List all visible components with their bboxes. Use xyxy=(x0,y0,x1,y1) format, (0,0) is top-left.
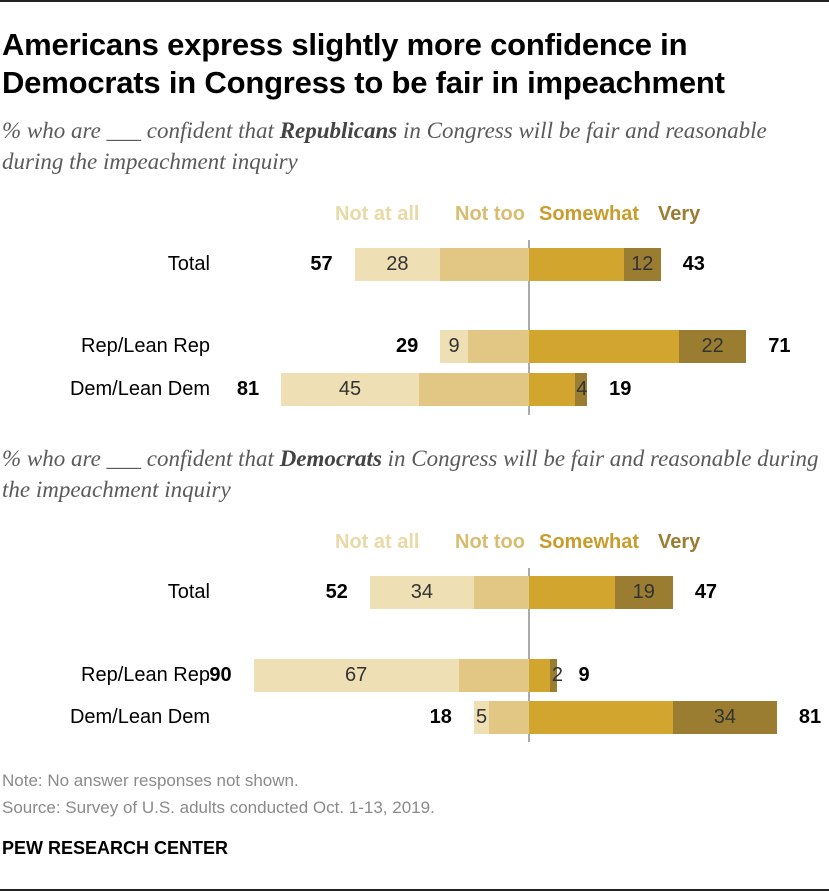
legend-very: Very xyxy=(658,531,701,553)
bar-not-too xyxy=(458,659,529,692)
bar-very xyxy=(678,330,747,363)
net-confident: 71 xyxy=(768,335,791,357)
row-label: Total xyxy=(167,581,210,603)
chart-subtitle: % who are ___ confident that Democrats i… xyxy=(2,443,822,505)
bar-not-at-all xyxy=(369,576,474,609)
label-not-at-all: 67 xyxy=(344,664,368,686)
bottom-rule xyxy=(0,889,829,891)
bar-very xyxy=(550,659,557,692)
label-not-at-all: 5 xyxy=(475,706,488,728)
net-not-confident: 90 xyxy=(209,664,232,686)
bar-not-too xyxy=(467,330,529,363)
label-very: 22 xyxy=(701,335,724,357)
label-not-at-all: 9 xyxy=(448,335,460,357)
subtitle-party: Democrats xyxy=(279,446,382,471)
bar-somewhat xyxy=(529,576,615,609)
bar-not-at-all xyxy=(253,659,459,692)
label-very: 2 xyxy=(551,664,563,686)
bar-not-too xyxy=(473,576,529,609)
label-very: 12 xyxy=(631,253,654,275)
chart-title: Americans express slightly more confiden… xyxy=(2,26,822,102)
net-confident: 81 xyxy=(798,706,822,728)
chart-title-line1: Americans express slightly more confiden… xyxy=(2,27,688,62)
legend-not-at-all: Not at all xyxy=(335,531,420,553)
subtitle-suffix: in Congress will be fair and reasonable … xyxy=(2,118,767,174)
bar-somewhat xyxy=(529,330,679,363)
net-confident: 43 xyxy=(682,253,705,275)
label-very: 34 xyxy=(713,706,736,728)
subtitle-suffix: in Congress will be fair and reasonable … xyxy=(2,446,819,502)
net-confident: 19 xyxy=(609,378,632,400)
zero-axis-line xyxy=(528,568,530,742)
net-not-confident: 29 xyxy=(396,335,419,357)
subtitle-party: Republicans xyxy=(279,118,398,143)
legend-somewhat: Somewhat xyxy=(539,203,640,225)
pew-credit: PEW RESEARCH CENTER xyxy=(2,838,229,858)
bar-not-too xyxy=(489,701,529,734)
net-confident: 9 xyxy=(578,664,590,686)
net-not-confident: 57 xyxy=(310,253,333,275)
bar-very xyxy=(614,576,673,609)
row-label: Dem/Lean Dem xyxy=(69,378,210,400)
bar-somewhat xyxy=(529,373,575,406)
row-label: Rep/Lean Rep xyxy=(81,335,210,357)
label-not-at-all: 45 xyxy=(338,378,362,400)
legend-not-too: Not too xyxy=(455,203,525,225)
bar-very xyxy=(574,373,588,406)
label-very: 19 xyxy=(632,581,655,603)
label-not-at-all: 28 xyxy=(386,253,409,275)
bar-not-at-all xyxy=(354,248,441,281)
bar-not-at-all xyxy=(281,373,419,406)
bar-not-too xyxy=(418,373,529,406)
zero-axis-line xyxy=(528,240,530,415)
chart-note: Note: No answer responses not shown. xyxy=(2,771,299,790)
chart-source: Source: Survey of U.S. adults conducted … xyxy=(2,798,435,817)
bar-very xyxy=(623,248,661,281)
row-label: Dem/Lean Dem xyxy=(69,706,210,728)
net-confident: 47 xyxy=(694,581,718,603)
legend-not-too: Not too xyxy=(455,531,525,553)
bar-somewhat xyxy=(529,659,551,692)
legend-not-at-all: Not at all xyxy=(335,203,420,225)
top-rule xyxy=(0,0,829,2)
subtitle-prefix: % who are ___ confident that xyxy=(2,118,280,143)
bar-somewhat xyxy=(529,701,673,734)
net-not-confident: 52 xyxy=(325,581,348,603)
bar-somewhat xyxy=(529,248,624,281)
label-not-at-all: 34 xyxy=(410,581,434,603)
row-label: Rep/Lean Rep xyxy=(81,664,210,686)
bar-not-too xyxy=(440,248,529,281)
net-not-confident: 18 xyxy=(429,706,452,728)
chart-subtitle: % who are ___ confident that Republicans… xyxy=(2,115,822,177)
chart-title-line2: Democrats in Congress to be fair in impe… xyxy=(2,65,725,100)
legend-very: Very xyxy=(658,203,701,225)
label-very: 4 xyxy=(576,378,588,400)
subtitle-prefix: % who are ___ confident that xyxy=(2,446,280,471)
net-not-confident: 81 xyxy=(236,378,260,400)
bar-not-at-all xyxy=(473,701,490,734)
legend-somewhat: Somewhat xyxy=(539,531,640,553)
bar-very xyxy=(672,701,777,734)
bar-not-at-all xyxy=(440,330,468,363)
row-label: Total xyxy=(167,253,210,275)
